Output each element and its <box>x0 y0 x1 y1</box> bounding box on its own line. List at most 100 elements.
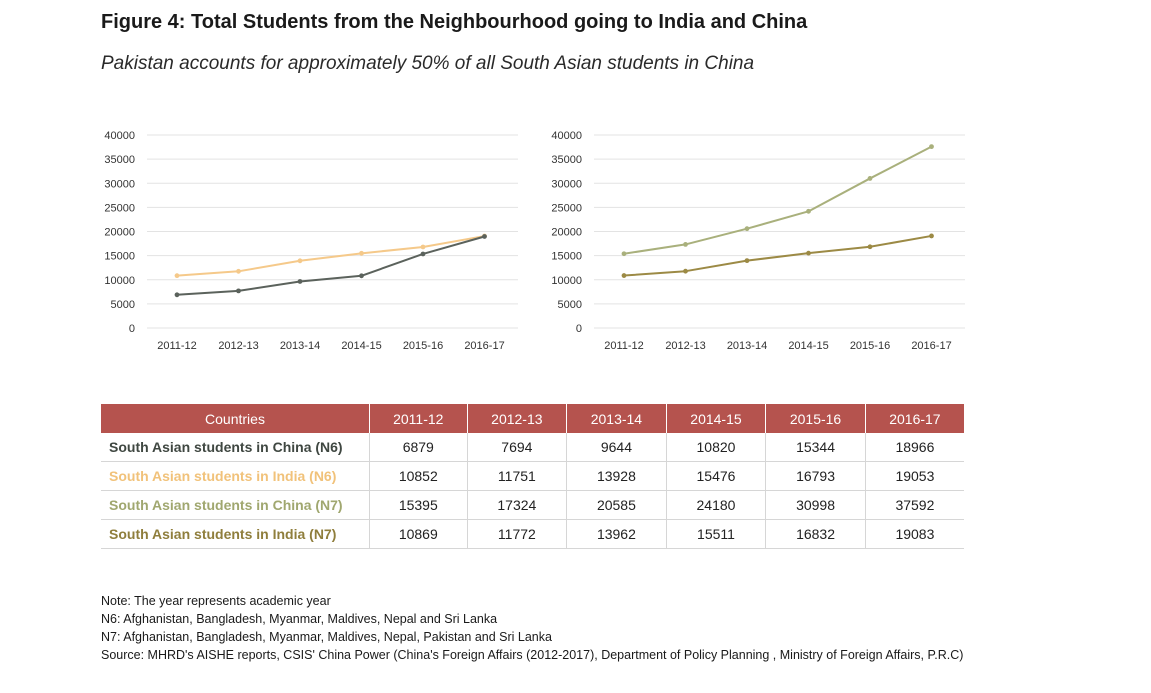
y-tick-label: 40000 <box>104 130 135 142</box>
table-header-cell: 2014-15 <box>666 404 767 433</box>
data-point <box>806 208 811 214</box>
y-tick-label: 35000 <box>104 154 135 166</box>
table-cell: 19083 <box>865 519 964 549</box>
y-tick-label: 10000 <box>104 275 135 287</box>
data-point <box>174 292 180 298</box>
y-tick-label: 15000 <box>551 251 582 263</box>
x-tick-label: 2012-13 <box>218 340 258 352</box>
data-point <box>683 242 688 247</box>
table-cell: 10820 <box>666 433 767 462</box>
table-cell: 13962 <box>566 519 667 549</box>
y-tick-label: 5000 <box>558 299 582 311</box>
table-cell: 15511 <box>666 519 767 549</box>
x-tick-label: 2014-15 <box>341 340 381 352</box>
y-tick-label: 30000 <box>551 178 582 190</box>
data-point <box>929 233 934 239</box>
table-cell: 18966 <box>865 433 964 462</box>
table-cell: 15344 <box>765 433 866 462</box>
y-tick-label: 20000 <box>104 227 135 239</box>
data-point <box>929 144 934 150</box>
table-cell: 16793 <box>765 461 866 491</box>
table-cell: 6879 <box>369 433 468 462</box>
table-cell: 20585 <box>566 490 667 520</box>
figure-notes: Note: The year represents academic year … <box>101 592 981 664</box>
data-point <box>806 250 811 256</box>
table-cell: 13928 <box>566 461 667 491</box>
table-row: South Asian students in China (N6) 6879 … <box>101 433 964 462</box>
table-cell: 24180 <box>666 490 767 520</box>
table-cell: 37592 <box>865 490 964 520</box>
table-row: South Asian students in China (N7) 15395… <box>101 490 964 520</box>
x-tick-label: 2011-12 <box>157 340 197 352</box>
table-cell: 7694 <box>467 433 568 462</box>
table-header-cell: 2013-14 <box>566 404 667 433</box>
data-point <box>297 258 303 264</box>
note-line: Note: The year represents academic year <box>101 594 331 608</box>
row-label-india-n6: South Asian students in India (N6) <box>101 461 370 491</box>
table-cell: 11751 <box>467 461 568 491</box>
x-tick-label: 2011-12 <box>604 340 644 352</box>
table-cell: 9644 <box>566 433 667 462</box>
table-cell: 15476 <box>666 461 767 491</box>
data-point <box>482 234 487 239</box>
y-tick-label: 35000 <box>551 154 582 166</box>
table-header-row: Countries 2011-12 2012-13 2013-14 2014-1… <box>101 404 964 433</box>
data-point <box>359 273 364 279</box>
table-cell: 10852 <box>369 461 468 491</box>
table-header-cell: 2012-13 <box>467 404 568 433</box>
source-line: Source: MHRD's AISHE reports, CSIS' Chin… <box>101 648 964 662</box>
table-cell: 17324 <box>467 490 568 520</box>
table-cell: 15395 <box>369 490 468 520</box>
data-point <box>236 268 241 274</box>
series-line <box>176 235 485 277</box>
y-tick-label: 15000 <box>104 251 135 263</box>
data-point <box>744 226 750 232</box>
data-point <box>744 258 750 264</box>
table-cell: 16832 <box>765 519 866 549</box>
data-point <box>420 251 426 257</box>
y-tick-label: 5000 <box>111 299 135 311</box>
series-line <box>623 145 932 255</box>
data-point <box>420 244 426 250</box>
table-header-cell: 2011-12 <box>369 404 468 433</box>
table-header-cell: 2015-16 <box>765 404 866 433</box>
row-label-china-n6: South Asian students in China (N6) <box>101 433 370 462</box>
table-cell: 11772 <box>467 519 568 549</box>
y-tick-label: 10000 <box>551 275 582 287</box>
row-label-china-n7: South Asian students in China (N7) <box>101 490 370 520</box>
table-cell: 19053 <box>865 461 964 491</box>
y-tick-label: 40000 <box>551 130 582 142</box>
x-tick-label: 2015-16 <box>403 340 443 352</box>
x-tick-label: 2015-16 <box>850 340 890 352</box>
series-line <box>176 235 485 296</box>
data-point <box>867 244 873 250</box>
row-label-india-n7: South Asian students in India (N7) <box>101 519 370 549</box>
table-row: South Asian students in India (N6) 10852… <box>101 461 964 491</box>
y-tick-label: 30000 <box>104 178 135 190</box>
y-tick-label: 25000 <box>104 202 135 214</box>
figure-title: Figure 4: Total Students from the Neighb… <box>101 11 808 33</box>
data-table: Countries 2011-12 2012-13 2013-14 2014-1… <box>101 404 964 549</box>
x-tick-label: 2013-14 <box>727 340 767 352</box>
chart-n6-line: 0 5000 10000 15000 20000 25000 30000 35000 40000… <box>104 130 518 352</box>
x-tick-label: 2016-17 <box>464 340 504 352</box>
data-point <box>867 176 873 181</box>
figure-subtitle: Pakistan accounts for approximately 50% … <box>101 53 755 74</box>
table-row: South Asian students in India (N7) 10869… <box>101 519 964 549</box>
x-tick-label: 2012-13 <box>665 340 705 352</box>
y-tick-label: 0 <box>576 323 582 335</box>
table-cell: 30998 <box>765 490 866 520</box>
chart-n7-line: 0 5000 10000 15000 20000 25000 30000 35000 40000… <box>551 130 965 352</box>
data-point <box>236 288 241 294</box>
data-point <box>621 251 627 257</box>
data-point <box>683 268 688 274</box>
y-tick-label: 0 <box>129 323 135 335</box>
table-header-cell: 2016-17 <box>865 404 964 433</box>
y-tick-label: 20000 <box>551 227 582 239</box>
data-point <box>174 273 180 279</box>
note-line: N7: Afghanistan, Bangladesh, Myanmar, Ma… <box>101 630 552 644</box>
x-tick-label: 2016-17 <box>911 340 951 352</box>
data-point <box>297 279 303 284</box>
table-cell: 10869 <box>369 519 468 549</box>
data-point <box>621 273 627 278</box>
